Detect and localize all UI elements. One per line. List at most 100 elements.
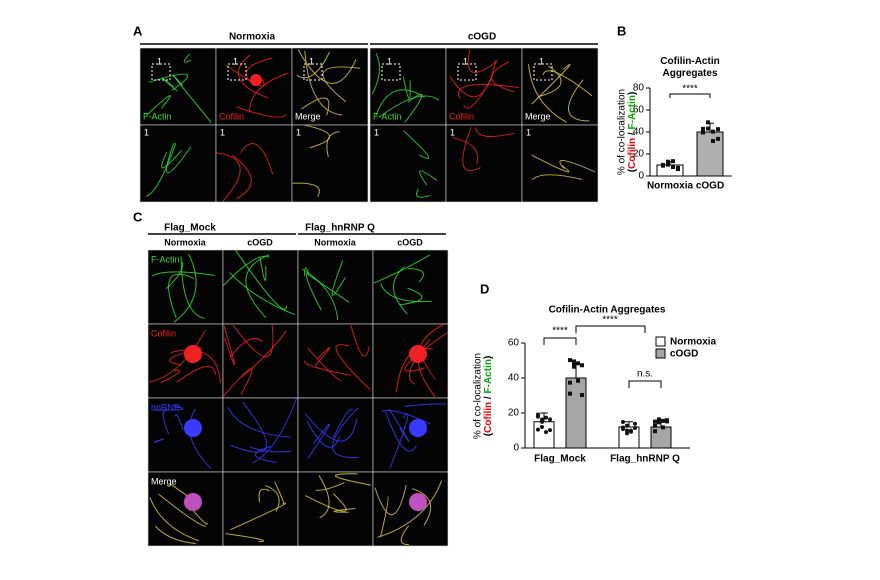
condition-header: Normoxia xyxy=(229,32,276,43)
micrograph xyxy=(372,249,449,325)
data-point xyxy=(671,159,675,164)
neurite xyxy=(528,64,567,123)
neurite xyxy=(462,126,481,172)
channel-label: hnRNP xyxy=(151,402,180,412)
y-tick-label: 40 xyxy=(633,127,645,138)
neurite xyxy=(531,174,583,180)
data-point xyxy=(621,426,625,431)
soma xyxy=(250,74,262,86)
neurite xyxy=(229,338,263,358)
inset-label: 1 xyxy=(233,56,238,66)
y-axis-label-part: F-Actin xyxy=(627,95,638,129)
neurite xyxy=(567,79,590,122)
neurite xyxy=(149,73,189,91)
panel-label: C xyxy=(133,209,143,224)
neurite xyxy=(304,413,358,442)
data-point xyxy=(701,130,705,135)
y-tick-label: 0 xyxy=(638,171,644,182)
data-point xyxy=(711,129,715,134)
data-point xyxy=(536,414,540,419)
channel-label: Cofilin xyxy=(449,111,474,121)
soma xyxy=(184,419,202,437)
neurite xyxy=(153,438,165,444)
data-point xyxy=(716,127,720,132)
neurite xyxy=(189,408,212,469)
inset-label: 1 xyxy=(309,56,314,66)
data-point xyxy=(711,139,715,144)
channel-label: Cofilin xyxy=(151,328,176,338)
neurite xyxy=(531,64,571,105)
neurite xyxy=(380,496,389,537)
neurite xyxy=(161,150,182,169)
neurite xyxy=(458,84,519,99)
neurite xyxy=(332,408,354,438)
y-tick-label: 60 xyxy=(633,105,645,116)
micrograph xyxy=(372,471,449,547)
data-point xyxy=(548,417,552,422)
condition-header: cOGD xyxy=(247,237,273,247)
y-axis-label-part: ( xyxy=(627,168,638,172)
neurite xyxy=(252,398,297,464)
data-point xyxy=(706,126,710,131)
data-point xyxy=(572,359,576,364)
data-point xyxy=(666,162,670,167)
neurite xyxy=(409,339,431,385)
data-point xyxy=(629,429,633,434)
soma xyxy=(409,345,427,363)
neurite xyxy=(240,330,287,378)
neurite xyxy=(491,61,515,93)
micrograph xyxy=(291,124,369,203)
neurite xyxy=(322,66,361,103)
micrograph xyxy=(445,124,523,203)
data-point xyxy=(568,380,572,385)
neurite xyxy=(165,261,184,289)
neurite xyxy=(385,411,417,452)
neurite xyxy=(296,51,330,79)
neurite xyxy=(531,154,570,173)
neurite xyxy=(240,143,274,175)
neurite xyxy=(335,473,372,486)
legend-swatch xyxy=(655,348,666,359)
neurite xyxy=(235,249,288,310)
y-axis-label-part: ) xyxy=(627,92,638,95)
neurite xyxy=(399,287,423,306)
neurite xyxy=(395,347,433,393)
data-point xyxy=(540,419,544,424)
legend-label: cOGD xyxy=(670,349,698,360)
significance-bracket xyxy=(669,93,711,98)
soma xyxy=(409,493,427,511)
neurite xyxy=(307,347,342,382)
data-point xyxy=(576,361,580,366)
condition-header: cOGD xyxy=(397,237,423,247)
neurite xyxy=(407,268,424,283)
inset-box xyxy=(303,63,323,81)
y-tick-label: 20 xyxy=(633,149,645,160)
soma xyxy=(184,493,202,511)
data-point xyxy=(706,120,710,125)
neurite xyxy=(304,124,331,149)
significance-bracket xyxy=(575,325,646,333)
condition-header: Normoxia xyxy=(314,237,357,247)
micrograph xyxy=(297,323,374,399)
y-tick-label: 40 xyxy=(508,373,520,384)
neurite xyxy=(180,256,205,319)
condition-header: cOGD xyxy=(468,32,496,43)
neurite xyxy=(158,493,207,527)
neurite xyxy=(304,360,352,376)
neurite xyxy=(227,407,292,438)
y-axis-label-part: / xyxy=(483,394,494,402)
neurite xyxy=(183,53,192,63)
inset-label: 1 xyxy=(526,127,531,137)
data-point xyxy=(580,363,584,368)
neurite xyxy=(145,143,177,197)
neurite xyxy=(145,95,171,117)
condition-header: Normoxia xyxy=(164,237,207,247)
neurite xyxy=(377,480,443,538)
channel-label: Merge xyxy=(525,111,551,121)
neurite xyxy=(306,420,341,448)
neurite xyxy=(350,324,370,357)
inset-label: 1 xyxy=(220,127,225,137)
data-point xyxy=(621,420,625,425)
soma xyxy=(184,345,202,363)
